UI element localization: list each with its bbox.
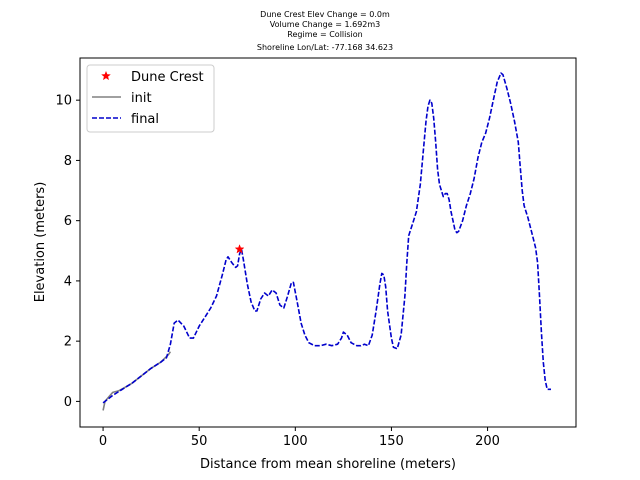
y-tick-label-0: 0 <box>64 395 72 410</box>
x-tick-label-150: 150 <box>379 434 404 449</box>
legend-box <box>86 64 215 133</box>
x-tick-label-50: 50 <box>191 434 208 449</box>
x-axis-ticks: 0 50 100 150 200 <box>99 427 500 449</box>
y-tick-label-6: 6 <box>64 214 72 229</box>
y-axis-ticks: 0 2 4 6 8 10 <box>55 94 80 410</box>
title-line-3: Regime = Collision <box>287 30 362 39</box>
marker-layer <box>234 244 245 254</box>
legend-label-dune-crest: Dune Crest <box>131 70 204 85</box>
series-line-final <box>102 72 551 404</box>
y-tick-label-2: 2 <box>64 335 72 350</box>
y-tick-label-8: 8 <box>64 154 72 169</box>
title-line-4: Shoreline Lon/Lat: -77.168 34.623 <box>257 43 393 52</box>
legend: Dune Crest init final <box>86 64 215 133</box>
x-tick-label-100: 100 <box>283 434 308 449</box>
plot-area: 0 50 100 150 200 0 2 4 6 8 10 <box>55 57 577 449</box>
axes-frame <box>79 57 577 428</box>
x-tick-label-200: 200 <box>475 434 500 449</box>
y-tick-label-10: 10 <box>55 94 72 109</box>
title-line-2: Volume Change = 1.692m3 <box>270 20 381 29</box>
dune-crest-marker <box>234 244 245 254</box>
chart-title: Dune Crest Elev Change = 0.0m Volume Cha… <box>257 10 393 52</box>
title-line-1: Dune Crest Elev Change = 0.0m <box>260 10 390 19</box>
legend-label-init: init <box>131 91 152 106</box>
x-tick-label-0: 0 <box>99 434 107 449</box>
x-axis-label: Distance from mean shoreline (meters) <box>200 457 456 472</box>
series-layer <box>102 72 551 411</box>
legend-label-final: final <box>131 112 159 127</box>
y-axis-label: Elevation (meters) <box>33 182 48 303</box>
legend-dune-crest-marker <box>101 70 111 81</box>
y-tick-label-4: 4 <box>64 274 72 289</box>
